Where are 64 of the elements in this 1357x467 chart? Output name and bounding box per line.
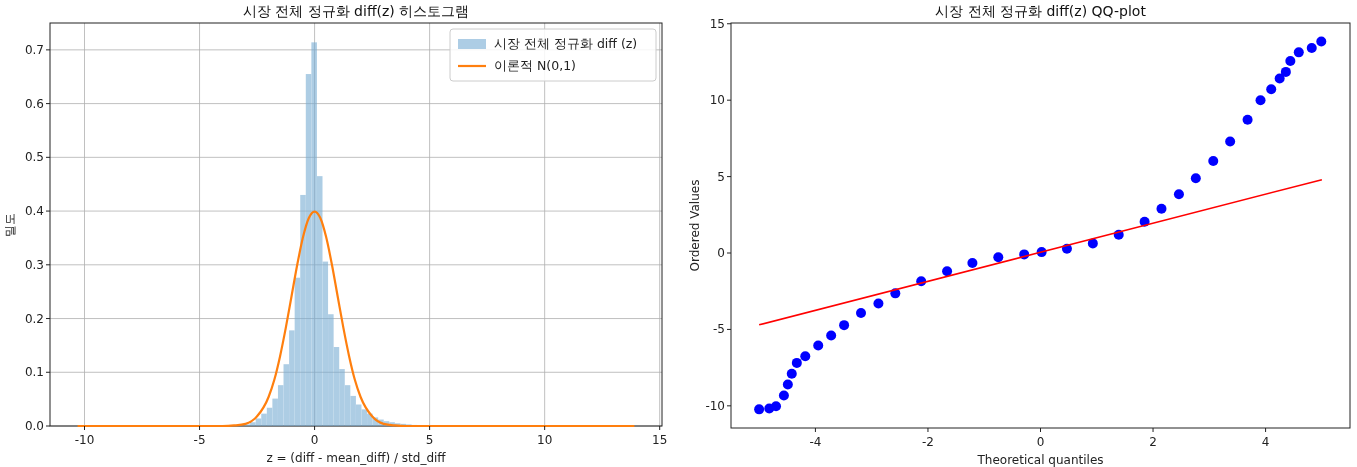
- x-tick-label: -5: [193, 433, 206, 447]
- y-tick-label: 0.2: [24, 311, 44, 326]
- point: [1156, 203, 1167, 214]
- y-tick-label: 0.0: [24, 419, 44, 433]
- point: [993, 252, 1004, 263]
- point: [1266, 84, 1277, 95]
- y-tick-label: 0: [717, 246, 725, 261]
- y-tick-label: -5: [713, 322, 725, 337]
- point: [1293, 47, 1304, 58]
- point: [800, 351, 811, 362]
- point: [1087, 238, 1098, 249]
- chart-title: 시장 전체 정규화 diff(z) 히스토그램: [242, 3, 470, 19]
- point: [1190, 173, 1201, 184]
- line-series: [76, 210, 636, 428]
- x-tick-label: -10: [74, 433, 95, 447]
- x-tick-label: 4: [1261, 435, 1270, 449]
- point: [782, 379, 793, 390]
- x-tick-label: -2: [921, 435, 934, 449]
- point: [813, 340, 824, 351]
- y-tick-label: -10: [705, 398, 725, 413]
- point: [1280, 66, 1291, 77]
- y-tick-label: 0.5: [24, 150, 44, 165]
- point: [1173, 189, 1184, 200]
- x-axis-title: Theoretical quantiles: [976, 453, 1104, 467]
- legend-label: 이론적 N(0,1): [494, 58, 576, 73]
- y-tick-label: 0.4: [24, 204, 44, 219]
- point: [1306, 43, 1317, 54]
- x-tick-label: -4: [809, 435, 822, 449]
- point: [1225, 136, 1236, 147]
- point: [1255, 95, 1266, 106]
- point: [1285, 56, 1296, 67]
- point: [1274, 73, 1285, 84]
- y-axis-title: Ordered Values: [688, 179, 702, 272]
- y-tick-label: 0.6: [24, 96, 44, 111]
- y-tick-label: 0.3: [24, 257, 44, 272]
- y-axis-title: 밀도: [3, 212, 17, 237]
- y-tick-label: 10: [709, 93, 725, 108]
- chart-title: 시장 전체 정규화 diff(z) QQ-plot: [935, 3, 1147, 19]
- point: [826, 330, 837, 341]
- point: [967, 257, 978, 268]
- point: [1242, 114, 1253, 125]
- point: [754, 404, 765, 415]
- legend-label: 시장 전체 정규화 diff (z): [494, 36, 638, 51]
- point: [1208, 156, 1219, 167]
- x-tick-label: 0: [310, 433, 319, 447]
- point: [771, 401, 782, 412]
- point: [873, 298, 884, 309]
- x-tick-label: 2: [1149, 435, 1157, 449]
- y-tick-label: 15: [709, 16, 725, 31]
- x-tick-label: 0: [1036, 435, 1045, 449]
- x-tick-label: 10: [537, 433, 553, 447]
- point: [1316, 36, 1327, 47]
- x-axis-title: z = (diff - mean_diff) / std_diff: [266, 451, 447, 465]
- point: [786, 368, 797, 379]
- y-tick-label: 5: [717, 169, 725, 184]
- point: [791, 357, 802, 368]
- y-tick-label: 0.1: [24, 365, 44, 380]
- point: [778, 390, 789, 401]
- x-tick-label: 5: [425, 433, 434, 447]
- point: [839, 320, 850, 331]
- x-tick-label: 15: [652, 433, 668, 447]
- y-tick-label: 0.7: [24, 42, 44, 57]
- point: [942, 266, 953, 277]
- point: [855, 307, 866, 318]
